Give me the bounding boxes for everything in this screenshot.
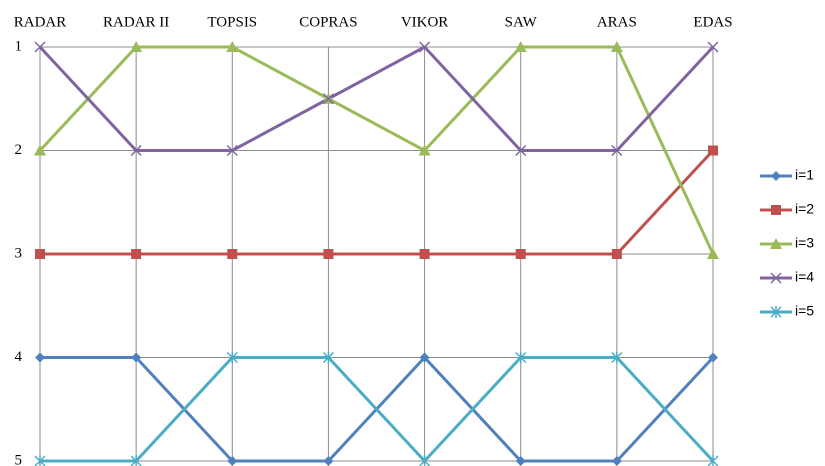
marker [514,41,527,52]
legend-marker [770,272,782,284]
legend-item: i=4 [760,269,814,285]
legend-label: i=4 [795,269,814,285]
marker [35,352,45,363]
x-tick-label: VIKOR [401,14,449,30]
marker [322,351,334,364]
series-line [40,149,715,256]
legend-item: i=3 [760,235,814,251]
x-tick-label: RADAR II [103,14,169,30]
marker [226,41,239,52]
marker [227,249,238,259]
y-tick-label: 4 [15,349,23,365]
marker [610,41,623,52]
x-tick-label: RADAR [14,14,67,30]
marker [418,144,431,156]
marker [322,93,334,105]
marker [611,456,622,466]
y-tick-label: 5 [15,452,23,466]
legend-marker [771,171,781,181]
x-tick-label: SAW [505,14,538,30]
legend-label: i=1 [795,167,814,183]
marker [419,249,430,259]
marker [611,351,623,364]
marker [130,41,143,52]
legend-item: i=2 [760,201,814,217]
marker [708,145,718,156]
marker [34,144,46,156]
marker [708,352,718,363]
marker [515,144,527,157]
series-line [38,45,715,255]
marker [419,455,431,466]
marker [226,144,238,157]
marker [611,144,623,157]
marker [515,351,527,364]
marker [707,455,719,466]
marker [515,456,526,466]
marker [130,455,142,466]
y-tick-label: 1 [15,38,23,54]
marker [34,455,46,466]
marker [419,41,431,53]
legend-marker [770,238,782,249]
legend-item: i=5 [760,303,814,319]
y-tick-label: 2 [15,142,23,158]
x-tick-label: TOPSIS [207,14,257,30]
marker [130,144,142,157]
legend-marker [771,205,781,215]
legend-item: i=1 [760,167,814,183]
legend-label: i=3 [795,235,814,251]
y-tick-label: 3 [15,245,23,261]
x-tick-label: EDAS [693,14,732,30]
series-line [38,45,715,152]
marker [131,352,142,363]
legend-label: i=5 [795,303,814,319]
legend-marker [770,306,782,318]
marker [323,456,334,466]
legend-label: i=2 [795,201,814,217]
marker [131,249,142,259]
marker [34,41,46,53]
marker [323,249,334,259]
marker [227,456,238,466]
marker [35,249,45,259]
marker [419,352,430,363]
marker [226,351,238,364]
marker [611,249,622,259]
marker [707,248,719,259]
x-tick-label: COPRAS [299,14,357,30]
x-tick-label: ARAS [597,14,637,30]
marker [515,249,526,259]
marker [707,41,719,53]
series-line [40,356,715,463]
